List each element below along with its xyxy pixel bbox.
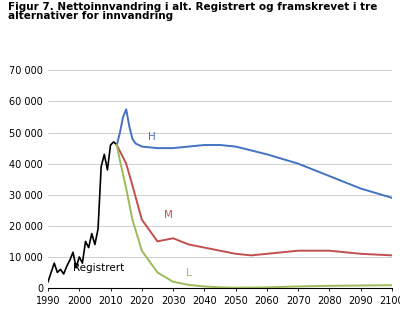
Text: M: M xyxy=(164,210,172,220)
Text: alternativer for innvandring: alternativer for innvandring xyxy=(8,11,173,21)
Text: L: L xyxy=(186,268,191,278)
Text: Registrert: Registrert xyxy=(73,263,124,273)
Text: Figur 7. Nettoinnvandring i alt. Registrert og framskrevet i tre: Figur 7. Nettoinnvandring i alt. Registr… xyxy=(8,2,377,12)
Text: H: H xyxy=(148,132,156,142)
